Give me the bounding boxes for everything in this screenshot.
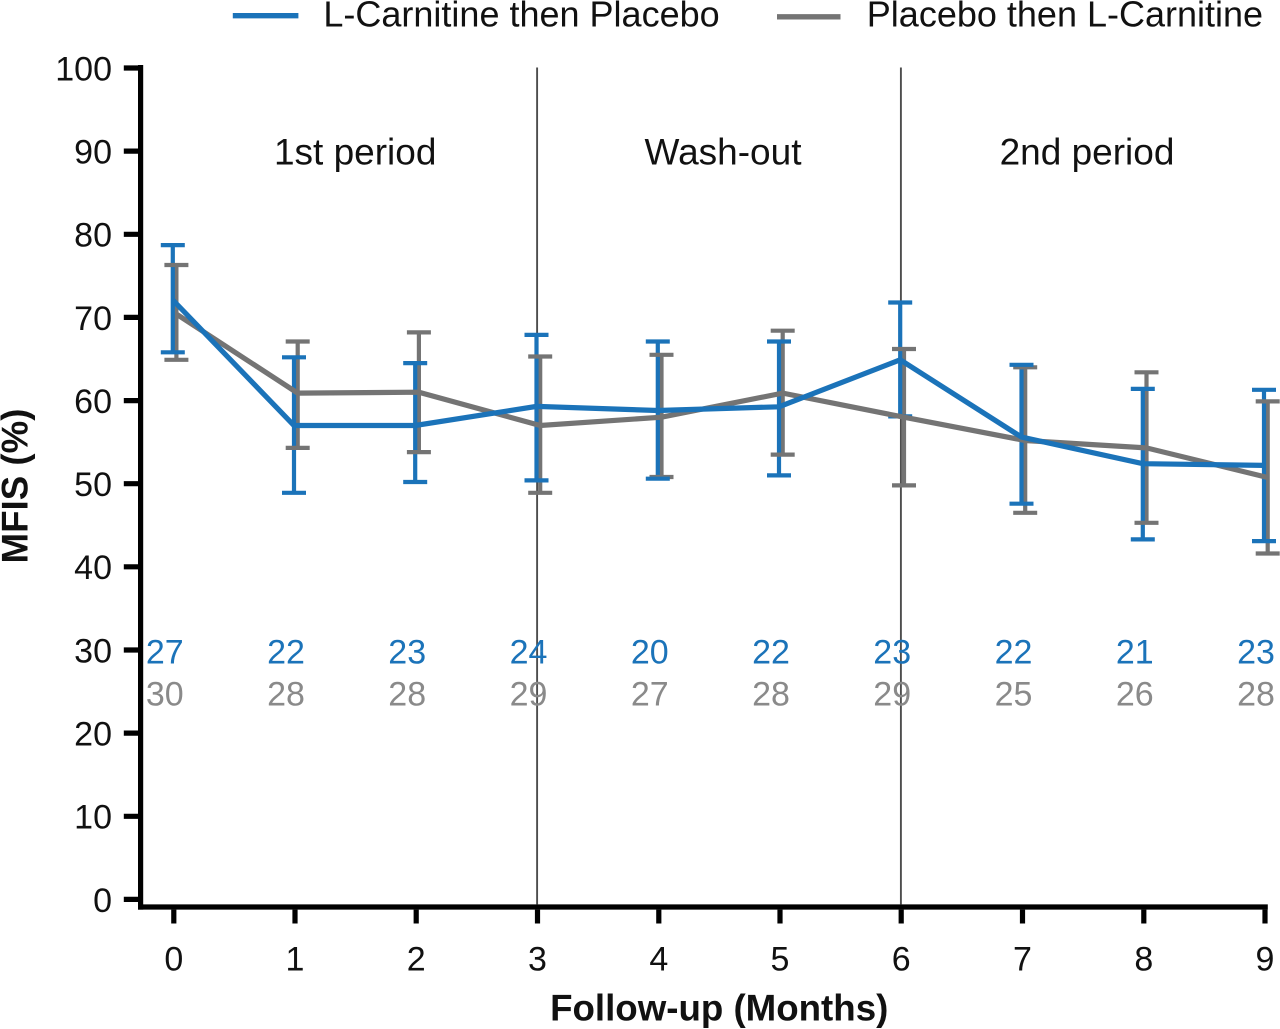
svg-text:28: 28 bbox=[1237, 675, 1275, 713]
svg-text:5: 5 bbox=[771, 941, 790, 979]
svg-text:23: 23 bbox=[1237, 634, 1275, 672]
svg-text:60: 60 bbox=[74, 383, 112, 421]
svg-text:28: 28 bbox=[267, 675, 305, 713]
svg-text:1st period: 1st period bbox=[274, 131, 437, 172]
svg-text:100: 100 bbox=[55, 50, 112, 88]
svg-text:3: 3 bbox=[528, 941, 547, 979]
svg-text:30: 30 bbox=[74, 632, 112, 670]
svg-text:Wash-out: Wash-out bbox=[645, 131, 803, 172]
svg-text:22: 22 bbox=[267, 634, 305, 672]
svg-text:8: 8 bbox=[1134, 941, 1153, 979]
svg-text:21: 21 bbox=[1116, 634, 1154, 672]
svg-text:28: 28 bbox=[388, 675, 426, 713]
svg-text:40: 40 bbox=[74, 549, 112, 587]
svg-text:29: 29 bbox=[873, 675, 911, 713]
svg-text:22: 22 bbox=[995, 634, 1033, 672]
svg-text:22: 22 bbox=[752, 634, 790, 672]
svg-text:70: 70 bbox=[74, 300, 112, 338]
svg-text:Follow-up (Months): Follow-up (Months) bbox=[550, 987, 888, 1028]
svg-text:28: 28 bbox=[752, 675, 790, 713]
svg-text:27: 27 bbox=[146, 634, 184, 672]
svg-text:23: 23 bbox=[873, 634, 911, 672]
svg-text:20: 20 bbox=[74, 716, 112, 754]
svg-text:10: 10 bbox=[74, 799, 112, 837]
svg-text:30: 30 bbox=[146, 675, 184, 713]
svg-text:29: 29 bbox=[510, 675, 548, 713]
svg-text:9: 9 bbox=[1256, 941, 1275, 979]
svg-text:0: 0 bbox=[164, 941, 183, 979]
svg-text:2: 2 bbox=[407, 941, 426, 979]
svg-text:Placebo then L-Carnitine: Placebo then L-Carnitine bbox=[867, 0, 1263, 35]
svg-text:6: 6 bbox=[892, 941, 911, 979]
svg-text:L-Carnitine then Placebo: L-Carnitine then Placebo bbox=[323, 0, 719, 35]
svg-text:24: 24 bbox=[510, 634, 548, 672]
svg-text:1: 1 bbox=[286, 941, 305, 979]
svg-text:MFIS (%): MFIS (%) bbox=[0, 409, 36, 564]
svg-text:27: 27 bbox=[631, 675, 669, 713]
svg-text:20: 20 bbox=[631, 634, 669, 672]
svg-text:50: 50 bbox=[74, 466, 112, 504]
svg-text:26: 26 bbox=[1116, 675, 1154, 713]
svg-text:80: 80 bbox=[74, 217, 112, 255]
svg-text:0: 0 bbox=[93, 882, 112, 920]
svg-text:7: 7 bbox=[1013, 941, 1032, 979]
svg-text:23: 23 bbox=[388, 634, 426, 672]
svg-text:90: 90 bbox=[74, 134, 112, 172]
svg-text:2nd period: 2nd period bbox=[1000, 131, 1175, 172]
svg-text:4: 4 bbox=[649, 941, 668, 979]
svg-text:25: 25 bbox=[995, 675, 1033, 713]
